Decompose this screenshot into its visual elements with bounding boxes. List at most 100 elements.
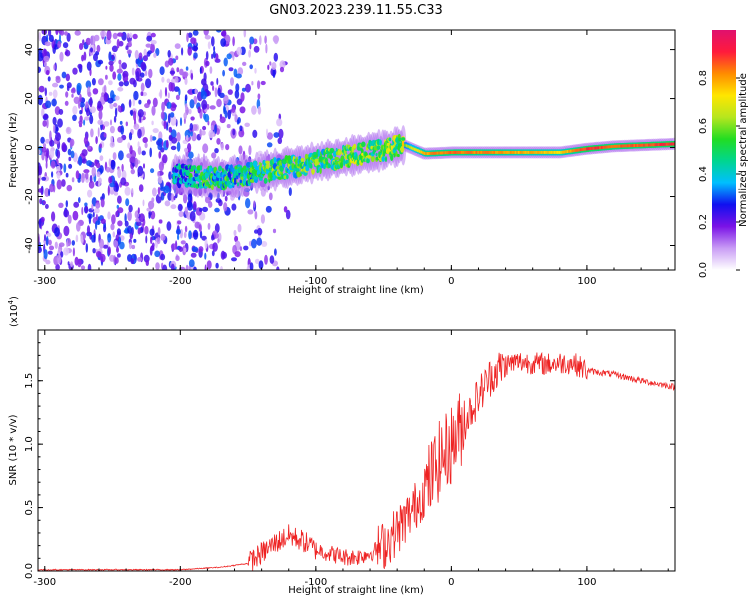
noise-blob bbox=[85, 80, 92, 89]
signal-band-core bbox=[430, 151, 434, 155]
noise-blob bbox=[45, 138, 50, 144]
noise-blob bbox=[170, 263, 175, 270]
noise-blob bbox=[102, 244, 109, 249]
noise-blob bbox=[188, 259, 195, 268]
noise-blob bbox=[173, 196, 176, 201]
snr-y-ticks: 0.0 0.5 1.0 1.5 bbox=[24, 342, 675, 579]
noise-blob bbox=[260, 80, 266, 86]
snr-y-multiplier: (x104) bbox=[7, 296, 20, 327]
noise-blob bbox=[158, 151, 162, 159]
signal-band-core bbox=[617, 144, 621, 148]
signal-blob bbox=[375, 152, 378, 157]
noise-blob bbox=[127, 225, 133, 234]
signal-blob bbox=[311, 168, 315, 175]
noise-blob bbox=[97, 100, 102, 109]
noise-blob bbox=[72, 105, 78, 115]
signal-band-core bbox=[623, 144, 627, 148]
signal-band-core bbox=[659, 143, 663, 146]
noise-blob bbox=[57, 40, 62, 49]
noise-blob bbox=[75, 170, 80, 180]
noise-blob bbox=[56, 149, 61, 159]
noise-blob bbox=[133, 110, 137, 121]
noise-blob bbox=[201, 130, 206, 136]
noise-blob bbox=[111, 54, 115, 61]
noise-blob bbox=[108, 80, 113, 86]
noise-blob bbox=[78, 120, 83, 125]
signal-band-core bbox=[409, 145, 412, 149]
noise-blob bbox=[66, 184, 73, 192]
signal-band-core bbox=[566, 150, 570, 153]
noise-blob bbox=[158, 219, 163, 224]
noise-blob bbox=[61, 71, 67, 79]
signal-band-core bbox=[545, 150, 549, 154]
noise-blob bbox=[207, 222, 211, 230]
signal-band-core bbox=[594, 146, 598, 150]
noise-blob bbox=[182, 71, 189, 78]
noise-blob bbox=[52, 116, 57, 126]
noise-blob bbox=[147, 50, 152, 55]
signal-band-core bbox=[482, 150, 486, 154]
noise-blob bbox=[266, 132, 273, 140]
noise-blob bbox=[72, 247, 75, 257]
signal-band-core bbox=[633, 144, 637, 147]
noise-blob bbox=[91, 203, 94, 211]
signal-blob bbox=[300, 157, 305, 163]
noise-blob bbox=[157, 175, 163, 184]
signal-blob bbox=[361, 141, 366, 148]
x-tick-label: -200 bbox=[169, 577, 192, 588]
y-tick-label: 0 bbox=[24, 144, 35, 150]
noise-blob bbox=[193, 52, 198, 59]
signal-band-core bbox=[609, 145, 612, 149]
noise-blob bbox=[272, 35, 280, 43]
signal-blob bbox=[193, 182, 196, 188]
noise-blob bbox=[128, 99, 132, 108]
noise-blob bbox=[138, 213, 145, 223]
signal-band-core bbox=[457, 150, 461, 154]
noise-blob bbox=[188, 151, 194, 159]
noise-blob bbox=[142, 199, 145, 207]
noise-blob bbox=[66, 85, 70, 91]
noise-blob bbox=[56, 171, 61, 179]
noise-blob bbox=[150, 236, 153, 244]
noise-blob bbox=[149, 228, 155, 236]
noise-blob bbox=[142, 137, 148, 144]
snr-x-ticks: -300 -200 -100 0 100 bbox=[33, 330, 669, 588]
signal-band-core bbox=[641, 143, 645, 147]
noise-blob bbox=[188, 108, 192, 115]
signal-band-core bbox=[542, 150, 546, 154]
signal-band-core bbox=[527, 150, 531, 154]
noise-blob bbox=[98, 182, 101, 187]
signal-band-core bbox=[664, 142, 668, 146]
noise-blob bbox=[42, 114, 49, 120]
signal-band-core bbox=[574, 148, 578, 152]
noise-blob bbox=[239, 125, 243, 132]
noise-blob bbox=[231, 106, 236, 113]
signal-blob bbox=[329, 147, 335, 154]
noise-blob bbox=[264, 35, 267, 44]
noise-blob bbox=[186, 32, 189, 43]
noise-blob bbox=[213, 46, 216, 52]
noise-blob bbox=[82, 39, 85, 45]
signal-band-core bbox=[535, 150, 539, 154]
noise-blob bbox=[137, 207, 140, 215]
noise-blob bbox=[53, 124, 56, 133]
noise-blob bbox=[223, 105, 226, 115]
noise-blob bbox=[117, 168, 122, 179]
noise-blob bbox=[111, 214, 116, 225]
noise-blob bbox=[209, 105, 216, 110]
noise-blob bbox=[253, 200, 256, 208]
signal-band-core bbox=[669, 142, 673, 146]
noise-blob bbox=[111, 45, 118, 53]
noise-blob bbox=[113, 115, 117, 123]
noise-blob bbox=[45, 100, 52, 109]
snr-x-label: Height of straight line (km) bbox=[288, 585, 424, 596]
noise-blob bbox=[189, 123, 193, 131]
noise-blob bbox=[79, 43, 84, 50]
signal-blob bbox=[219, 177, 223, 183]
signal-blob bbox=[208, 167, 213, 173]
noise-blob bbox=[68, 156, 72, 162]
signal-band-core bbox=[438, 151, 442, 155]
colorbar-tick-label: 0.6 bbox=[698, 118, 709, 134]
noise-blob bbox=[209, 66, 213, 74]
